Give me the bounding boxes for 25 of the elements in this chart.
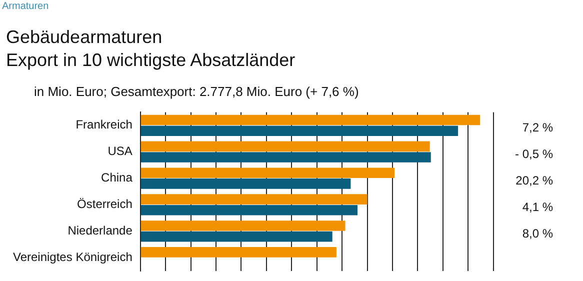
y-tick-label: Niederlande [68, 223, 133, 238]
bar [140, 114, 480, 126]
text: 4,1 % [522, 200, 554, 214]
y-tick-label: USA [108, 144, 132, 158]
text: 7,2 % [522, 120, 554, 135]
bar [140, 152, 431, 162]
bar [140, 126, 458, 136]
text: 8,0 % [522, 226, 554, 240]
bar [140, 178, 351, 189]
text: - 0,5 % [514, 147, 554, 162]
text: Armaturen [2, 1, 49, 12]
chart-subtitle: in Mio. Euro; Gesamtexport: 2.777,8 Mio. Euro (+ 7,6 %) [34, 84, 359, 99]
y-tick-label: Vereinigtes Königreich [12, 250, 132, 264]
text: 20,2 % [516, 174, 554, 188]
chart-title: Gebäudearmaturen Export in 10 wichtigste Absatzländer [6, 26, 296, 72]
y-tick-label: Österreich [77, 197, 132, 212]
bar [140, 168, 395, 178]
bar [140, 204, 358, 216]
bar [140, 194, 368, 204]
bar [140, 231, 332, 242]
y-tick-label: Frankreich [76, 118, 132, 132]
bar [140, 247, 336, 258]
bar [140, 220, 346, 231]
y-tick-label: China [101, 170, 133, 185]
bar [140, 141, 430, 152]
